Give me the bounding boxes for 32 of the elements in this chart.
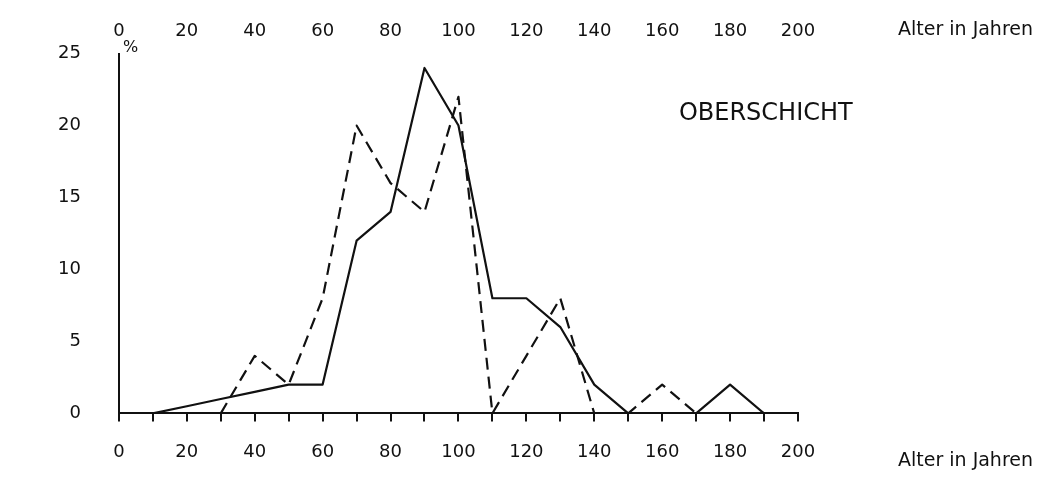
x2-tick-label: 100: [441, 439, 476, 461]
x-axis-title: Alter in Jahren: [898, 448, 1034, 471]
x2-tick-label: 160: [645, 439, 680, 461]
x-tick-label: 20: [175, 19, 199, 41]
x-tick-label: 200: [780, 19, 816, 41]
x-tick-label: 160: [645, 19, 680, 41]
y-tick-label: 0: [69, 401, 81, 423]
x-tick-label: 80: [379, 19, 402, 41]
x-tick-label: 0: [113, 19, 125, 41]
x2-tick-label: 40: [243, 439, 267, 461]
x2-axis-title: Alter in Jahren: [898, 16, 1034, 39]
annotation: OBERSCHICHT: [678, 97, 854, 126]
x2-tick-label: 60: [311, 439, 335, 461]
y-axis-title: %: [122, 36, 139, 56]
y-tick-label: 25: [58, 41, 81, 63]
x2-tick-label: 120: [509, 439, 544, 461]
x2-tick-label: 0: [113, 439, 125, 461]
x-tick-label: 100: [441, 19, 476, 41]
x-tick-label: 40: [243, 19, 267, 41]
x-tick-label: 180: [712, 19, 748, 41]
y-tick-label: 10: [58, 257, 81, 279]
x2-tick-label: 180: [712, 439, 748, 461]
y-tick-label: 15: [58, 185, 81, 207]
y-tick-label: 5: [69, 329, 81, 351]
x2-tick-label: 140: [577, 439, 612, 461]
y-tick-label: 20: [58, 113, 81, 135]
x-tick-label: 120: [509, 19, 544, 41]
x2-tick-label: 200: [780, 439, 816, 461]
x-tick-label: 140: [577, 19, 612, 41]
x2-tick-label: 80: [379, 439, 402, 461]
x-tick-label: 60: [311, 19, 335, 41]
x2-tick-label: 20: [175, 439, 199, 461]
